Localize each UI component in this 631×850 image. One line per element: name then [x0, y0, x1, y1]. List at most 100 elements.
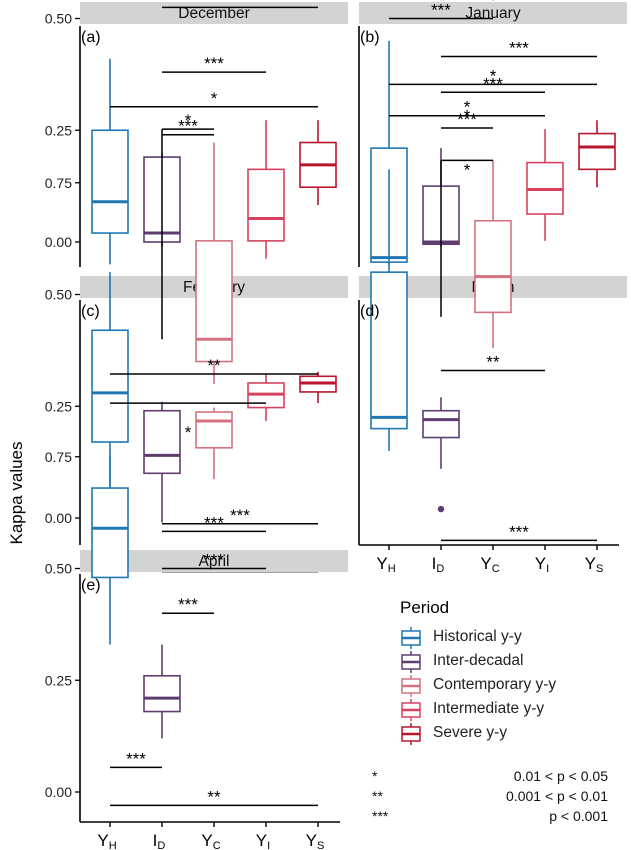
box-I	[247, 120, 285, 259]
legend: Period Historical y-y Inter-decadal Contem…	[400, 598, 630, 746]
box-iqr	[247, 168, 285, 242]
x-tick-label: YC	[201, 831, 220, 850]
comparison-2-3: ***	[162, 595, 214, 614]
comparison-2-5: ***	[162, 0, 318, 8]
panel-title: December	[178, 5, 250, 22]
box-S	[299, 371, 337, 404]
significance-label: ***	[178, 117, 198, 136]
significance-label: ***	[178, 595, 198, 614]
significance-label: *	[185, 423, 192, 442]
panel-title: January	[465, 5, 520, 22]
legend-label: Historical y-y	[433, 628, 522, 645]
significance-symbol: *	[372, 768, 378, 784]
significance-label: **	[486, 352, 500, 371]
panel-tag: (e)	[81, 577, 101, 594]
box-iqr	[91, 129, 129, 234]
box-H	[91, 456, 129, 645]
significance-row: * 0.01 < p < 0.05	[372, 768, 622, 788]
y-axis-label-text: Kappa values	[7, 441, 26, 545]
y-tick-label: 0.50	[45, 287, 72, 303]
comparison-1-5: **	[110, 356, 318, 375]
legend-item: Intermediate y-y	[400, 698, 630, 722]
legend-key-I	[401, 699, 421, 721]
legend-item: Inter-decadal	[400, 650, 630, 674]
legend-title: Period	[400, 598, 450, 617]
box-D	[422, 397, 460, 513]
comparison-1-2: ***	[110, 749, 162, 768]
comparison-2-4: ***	[162, 513, 266, 532]
panel-tag: (a)	[81, 29, 101, 46]
significance-label: ***	[230, 0, 250, 8]
comparison-2-3: ***	[162, 117, 214, 136]
significance-row: *** p < 0.001	[372, 808, 622, 828]
panel-december: December0.000.250.500.75***************(…	[45, 0, 348, 267]
box-H	[91, 58, 129, 265]
significance-label: ***	[509, 38, 529, 57]
box-I	[247, 374, 285, 421]
box-H	[370, 169, 408, 451]
significance-label: *	[464, 107, 471, 126]
x-tick-label: YH	[376, 554, 395, 575]
box-iqr	[422, 409, 460, 439]
legend-label: Contemporary y-y	[433, 676, 557, 693]
box-C	[195, 407, 233, 480]
significance-row: ** 0.001 < p < 0.01	[372, 788, 622, 808]
y-tick-label: 0.50	[45, 11, 72, 27]
significance-label: ***	[457, 110, 477, 129]
box-C	[492, 0, 494, 1]
comparison-2-3: **	[440, 107, 493, 317]
significance-label: *	[464, 98, 471, 117]
significance-label: ***	[230, 506, 250, 525]
significance-key: * 0.01 < p < 0.05 ** 0.001 < p < 0.01 *** p <…	[372, 768, 622, 828]
y-tick-label: 0.00	[45, 784, 72, 800]
y-tick-label: 0.25	[45, 398, 72, 414]
legend-item: Contemporary y-y	[400, 674, 630, 698]
comparison-2-5: ***	[162, 506, 318, 525]
legend-item: Severe y-y	[400, 722, 630, 746]
comparison-1-5: *	[110, 89, 318, 108]
comparison-1-5: **	[110, 787, 318, 806]
x-tick-label: YS	[585, 554, 604, 575]
legend-key-H	[401, 627, 421, 649]
box-iqr	[578, 132, 616, 171]
box-D	[143, 644, 181, 739]
panel-tag: (b)	[360, 29, 380, 46]
x-tick-label: YI	[535, 554, 549, 575]
y-tick-label: 0.00	[45, 234, 72, 250]
box-I	[526, 129, 564, 241]
y-tick-label: 0.50	[45, 561, 72, 577]
outlier-point	[437, 505, 445, 513]
comparison-2-4: **	[441, 352, 545, 371]
comparison-1-4: *	[110, 402, 266, 442]
significance-label: ***	[204, 54, 224, 73]
significance-label: ***	[431, 1, 451, 20]
y-tick-label: 0.75	[45, 175, 72, 191]
y-tick-label: 0.00	[45, 510, 72, 526]
legend-label: Intermediate y-y	[433, 700, 545, 717]
significance-label: ***	[509, 522, 529, 541]
panel-tag: (d)	[360, 303, 380, 320]
panel-february: February0.000.250.500.75********(c)	[45, 89, 348, 573]
significance-label: ***	[126, 749, 146, 768]
legend-label: Inter-decadal	[433, 652, 524, 669]
box-S	[578, 120, 616, 188]
box-iqr	[143, 674, 181, 713]
legend-item: Historical y-y	[400, 626, 630, 650]
box-iqr	[474, 219, 512, 314]
significance-label: ***	[204, 513, 224, 532]
box-S	[299, 120, 337, 206]
x-tick-label: YC	[480, 554, 499, 575]
legend-label: Severe y-y	[433, 724, 508, 741]
box-C	[474, 160, 512, 349]
x-tick-label: ID	[432, 554, 445, 575]
x-tick-label: YS	[306, 831, 325, 850]
legend-key-C	[401, 675, 421, 697]
significance-symbol: ***	[372, 808, 389, 824]
panel-tag: (c)	[81, 303, 100, 320]
box-iqr	[143, 409, 181, 475]
comparison-2-5: ***	[441, 522, 597, 541]
y-tick-label: 0.75	[45, 449, 72, 465]
panel-strip	[80, 550, 348, 572]
comparison-2-4: ***	[162, 54, 266, 73]
